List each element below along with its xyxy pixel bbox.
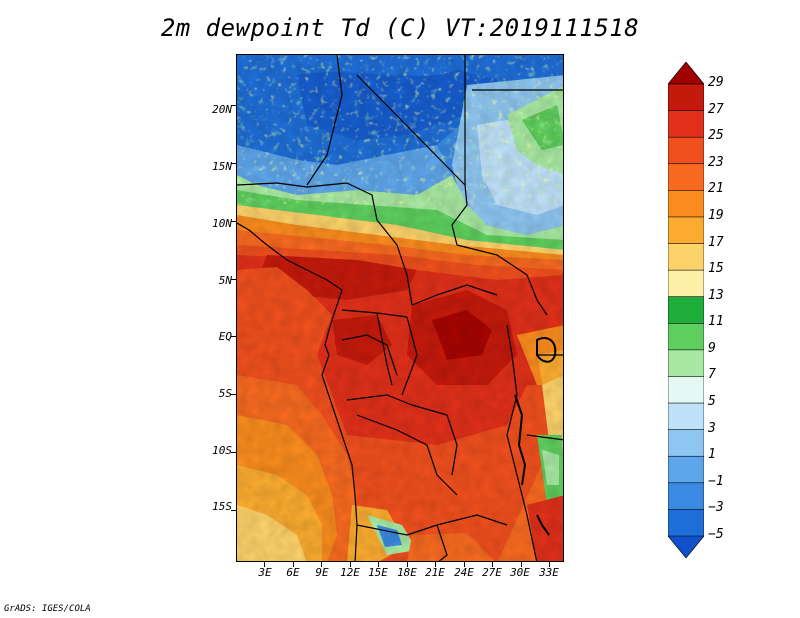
colorbar-label: 15	[708, 261, 724, 277]
lon-label-33e: 33E	[539, 566, 559, 579]
colorbar-swatch	[668, 216, 704, 245]
lat-tick	[231, 220, 236, 222]
dewpoint-field	[237, 55, 563, 561]
colorbar-label: 13	[708, 287, 724, 303]
colorbar-label: 1	[708, 447, 716, 463]
colorbar-label: 25	[708, 128, 724, 144]
lat-label-15s: 15S	[212, 500, 232, 513]
lon-tick	[463, 562, 465, 567]
lon-label-27e: 27E	[482, 566, 502, 579]
lon-label-3e: 3E	[258, 566, 272, 579]
colorbar-swatch	[668, 243, 704, 272]
colorbar-label: −3	[708, 500, 724, 516]
lon-label-30e: 30E	[510, 566, 530, 579]
lat-tick	[231, 163, 236, 165]
colorbar-swatch	[668, 136, 704, 165]
lon-tick	[321, 562, 323, 567]
colorbar-label: 9	[708, 340, 716, 356]
map-title: 2m dewpoint Td (C) VT:2019111518	[160, 14, 640, 42]
lakes	[514, 337, 557, 536]
country-borders	[237, 55, 563, 561]
colorbar-swatch	[668, 190, 704, 218]
lat-label-5n: 5N	[218, 274, 232, 287]
lon-tick	[264, 562, 266, 567]
colorbar	[668, 62, 704, 558]
colorbar-swatch	[668, 269, 704, 298]
colorbar-label: 11	[708, 314, 724, 330]
colorbar-swatch	[668, 62, 704, 85]
lon-tick	[292, 562, 294, 567]
colorbar-label: 3	[708, 420, 716, 436]
lat-label-20n: 20N	[212, 103, 232, 116]
colorbar-label: 23	[708, 154, 724, 170]
lon-tick	[520, 562, 522, 567]
lat-label-10n: 10N	[212, 217, 232, 230]
colorbar-swatch	[668, 296, 704, 325]
lat-tick	[231, 336, 236, 338]
colorbar-swatch	[668, 509, 704, 537]
lon-label-6e: 6E	[286, 566, 300, 579]
colorbar-label: 19	[708, 207, 724, 223]
lon-label-21e: 21E	[425, 566, 445, 579]
lon-tick	[349, 562, 351, 567]
lat-label-5s: 5S	[218, 387, 232, 400]
colorbar-swatch	[668, 482, 704, 511]
lon-label-12e: 12E	[340, 566, 360, 579]
colorbar-swatch	[668, 83, 704, 112]
colorbar-swatch	[668, 349, 704, 378]
colorbar-label: 17	[708, 234, 724, 250]
lat-label-eq: EQ	[218, 330, 232, 343]
colorbar-swatch	[668, 402, 704, 431]
colorbar-swatch	[668, 322, 704, 351]
colorbar-swatch	[668, 429, 704, 458]
lon-label-9e: 9E	[315, 566, 329, 579]
colorbar-swatch	[668, 376, 704, 404]
lon-label-24e: 24E	[454, 566, 474, 579]
lon-label-15e: 15E	[368, 566, 388, 579]
colorbar-label: 21	[708, 181, 724, 197]
colorbar-swatch	[668, 455, 704, 484]
colorbar-label: 7	[708, 367, 716, 383]
lon-tick	[406, 562, 408, 567]
lat-tick	[231, 394, 236, 396]
colorbar-label: 27	[708, 101, 724, 117]
lat-tick	[231, 278, 236, 280]
lat-tick	[231, 105, 236, 107]
lon-tick	[435, 562, 437, 567]
lat-tick	[231, 509, 236, 511]
colorbar-swatch	[668, 163, 704, 192]
colorbar-label: 29	[708, 75, 724, 90]
colorbar-swatch	[668, 110, 704, 139]
lat-tick	[231, 451, 236, 453]
colorbar-label: −1	[708, 473, 724, 489]
dewpoint-map	[236, 54, 564, 562]
lon-tick	[378, 562, 380, 567]
lon-label-18e: 18E	[397, 566, 417, 579]
lon-tick	[549, 562, 551, 567]
lat-label-10s: 10S	[212, 444, 232, 457]
colorbar-swatch	[668, 535, 704, 558]
lat-label-15n: 15N	[212, 160, 232, 173]
credit-text: GrADS: IGES/COLA	[4, 604, 91, 614]
lon-tick	[492, 562, 494, 567]
colorbar-label: −5	[708, 527, 724, 542]
colorbar-label: 5	[708, 394, 716, 410]
